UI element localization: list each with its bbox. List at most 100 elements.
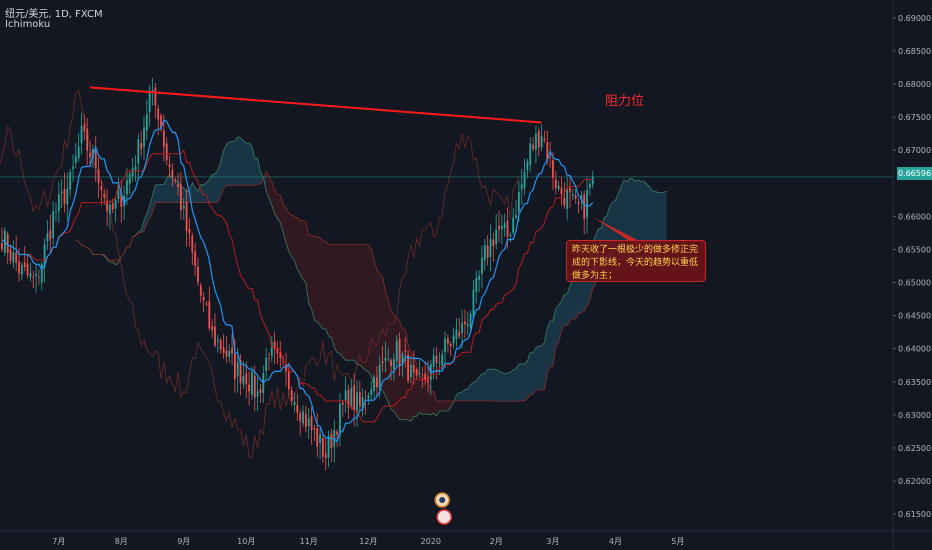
- candle-body: [304, 414, 307, 427]
- candle-body: [194, 251, 197, 266]
- candle-body: [18, 261, 20, 274]
- candle-body: [63, 188, 66, 205]
- senkou-span-b: [75, 170, 667, 402]
- candle-body: [577, 202, 580, 204]
- candle-body: [276, 347, 279, 354]
- candle-body: [182, 205, 185, 209]
- candle-body: [370, 389, 373, 395]
- candle-body: [543, 138, 546, 141]
- x-tick-label: 3月: [546, 537, 559, 546]
- candle-body: [106, 200, 108, 212]
- candle-body: [35, 274, 37, 277]
- candle-body: [197, 266, 199, 283]
- candle-body: [526, 161, 529, 171]
- note-callout[interactable]: 昨天收了一根极少的做多修正完成的下影线，今天的趋势以重低做多为主；: [566, 240, 706, 282]
- candle-body: [151, 90, 154, 92]
- cloud-bear: [104, 254, 122, 265]
- candle-body: [523, 171, 526, 188]
- y-tick-label: 0.64000: [898, 345, 931, 354]
- candle-body: [242, 375, 245, 385]
- candle-body: [165, 143, 168, 161]
- candle-body: [401, 353, 404, 364]
- candle-body: [583, 194, 586, 220]
- candle-body: [20, 264, 23, 275]
- candle-body: [535, 133, 537, 150]
- cloud-bull: [75, 239, 105, 256]
- chikou-span: [0, 89, 520, 459]
- candle-body: [114, 199, 117, 209]
- candle-body: [199, 285, 202, 296]
- x-tick-label: 9月: [177, 537, 190, 546]
- candle-body: [552, 160, 554, 178]
- y-tick-label: 0.63500: [898, 378, 931, 387]
- candle-body: [506, 220, 509, 237]
- candle-body: [324, 453, 327, 458]
- candle-body: [171, 169, 174, 178]
- candle-body: [279, 352, 282, 359]
- candle-body: [103, 193, 106, 198]
- candle-body: [588, 183, 591, 189]
- candle-body: [12, 252, 15, 263]
- candle-body: [353, 384, 356, 410]
- candle-body: [128, 173, 131, 184]
- x-tick-label: 8月: [115, 537, 128, 546]
- x-tick-label: 2月: [490, 537, 503, 546]
- candle-body: [540, 135, 543, 148]
- candle-body: [15, 252, 18, 263]
- candle-body: [390, 360, 392, 367]
- candle-body: [180, 184, 182, 211]
- candle-body: [202, 296, 205, 301]
- candle-body: [109, 204, 111, 214]
- candle-body: [472, 289, 475, 318]
- resistance-label: 阻力位: [605, 94, 645, 109]
- resistance-line: [89, 86, 542, 124]
- candle-body: [520, 184, 523, 190]
- candle-body: [458, 332, 461, 337]
- candle-body: [1, 242, 3, 250]
- candle-body: [512, 217, 515, 233]
- candle-body: [97, 169, 100, 184]
- candle-body: [412, 364, 415, 373]
- candle-body: [111, 203, 114, 210]
- candle-body: [563, 197, 566, 206]
- x-tick-label: 10月: [237, 537, 255, 546]
- candle-body: [421, 374, 424, 376]
- candle-body: [469, 313, 472, 328]
- candle-body: [117, 190, 120, 200]
- candle-body: [270, 342, 273, 357]
- candle-body: [233, 353, 236, 379]
- candle-body: [26, 263, 29, 275]
- candle-body: [444, 338, 446, 352]
- candle-body: [251, 371, 253, 395]
- candle-body: [137, 139, 140, 164]
- x-tick-label: 5月: [671, 537, 684, 546]
- candle-body: [40, 263, 43, 283]
- senkou-span-a: [75, 136, 667, 422]
- event-marker-dot: [439, 497, 446, 503]
- candle-body: [461, 322, 463, 334]
- candle-body: [378, 364, 381, 387]
- candle-body: [407, 354, 410, 381]
- candle-body: [432, 355, 435, 367]
- candle-body: [290, 390, 293, 402]
- candle-body: [94, 151, 97, 168]
- candle-body: [49, 230, 52, 240]
- candle-body: [591, 176, 594, 185]
- candle-body: [208, 301, 211, 329]
- candle-body: [46, 233, 49, 242]
- candle-body: [83, 124, 86, 132]
- candle-body: [313, 428, 316, 430]
- candle-body: [245, 373, 248, 385]
- candle-body: [344, 390, 347, 401]
- x-tick-label: 2020: [421, 537, 441, 546]
- candle-body: [574, 195, 577, 199]
- candle-body: [466, 323, 469, 327]
- candle-body: [205, 303, 208, 305]
- candle-body: [188, 229, 191, 234]
- candle-body: [162, 130, 165, 148]
- candle-body: [228, 350, 231, 357]
- candle-body: [310, 416, 313, 430]
- candle-body: [455, 329, 458, 339]
- candle-body: [492, 239, 495, 246]
